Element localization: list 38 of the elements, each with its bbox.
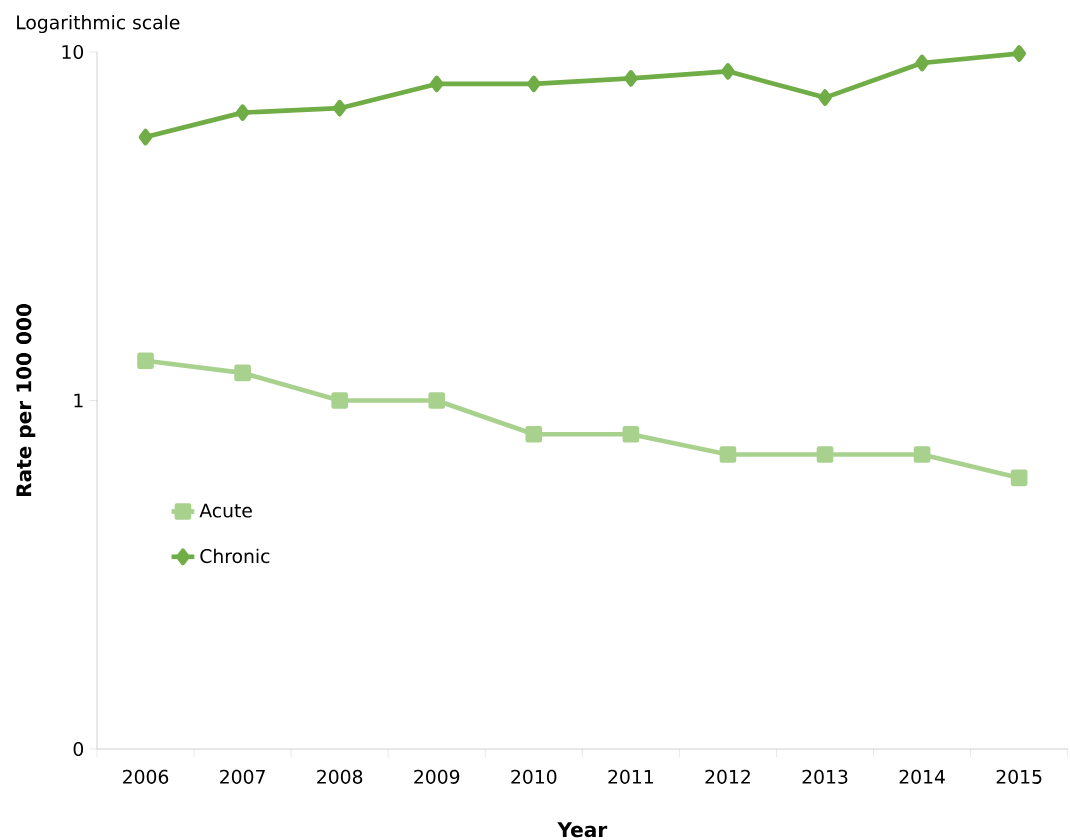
point: [429, 75, 444, 93]
point: [526, 75, 541, 93]
point: [1012, 45, 1026, 62]
point: [915, 54, 929, 72]
y-axis-title: Rate per 100 000: [16, 304, 36, 497]
x-tick-label: 2013: [802, 769, 848, 784]
point: [332, 99, 347, 117]
x-tick-label: 2012: [705, 769, 750, 784]
x-tick-label: 2010: [511, 769, 557, 784]
x-axis-title: Year: [557, 822, 608, 838]
point: [816, 446, 834, 463]
y-tick-label: 0: [73, 741, 84, 757]
y-tick-label: 1: [74, 393, 83, 408]
point: [721, 63, 735, 80]
x-tick-label: 2015: [996, 769, 1042, 784]
x-tick-label: 2014: [899, 769, 945, 784]
point: [138, 128, 153, 146]
legend-label: Acute: [199, 503, 252, 518]
point: [331, 392, 349, 409]
point: [624, 70, 638, 87]
x-tick-label: 2006: [123, 769, 169, 784]
x-tick-label: 2009: [414, 769, 460, 784]
text: Logarithmic scale: [17, 14, 180, 34]
point: [1010, 469, 1028, 487]
x-tick-label: 2008: [317, 769, 363, 784]
point: [818, 89, 832, 106]
point: [137, 352, 154, 370]
y-tick-label: 10: [62, 44, 84, 60]
point: [719, 446, 737, 463]
x-tick-label: 2011: [608, 769, 653, 784]
x-tick-label: 2007: [220, 769, 265, 784]
point: [235, 104, 250, 121]
point: [234, 364, 251, 382]
point: [525, 425, 543, 443]
legend-label: Chronic: [200, 548, 270, 564]
point: [622, 425, 640, 443]
point: [913, 446, 931, 463]
point: [428, 392, 446, 409]
